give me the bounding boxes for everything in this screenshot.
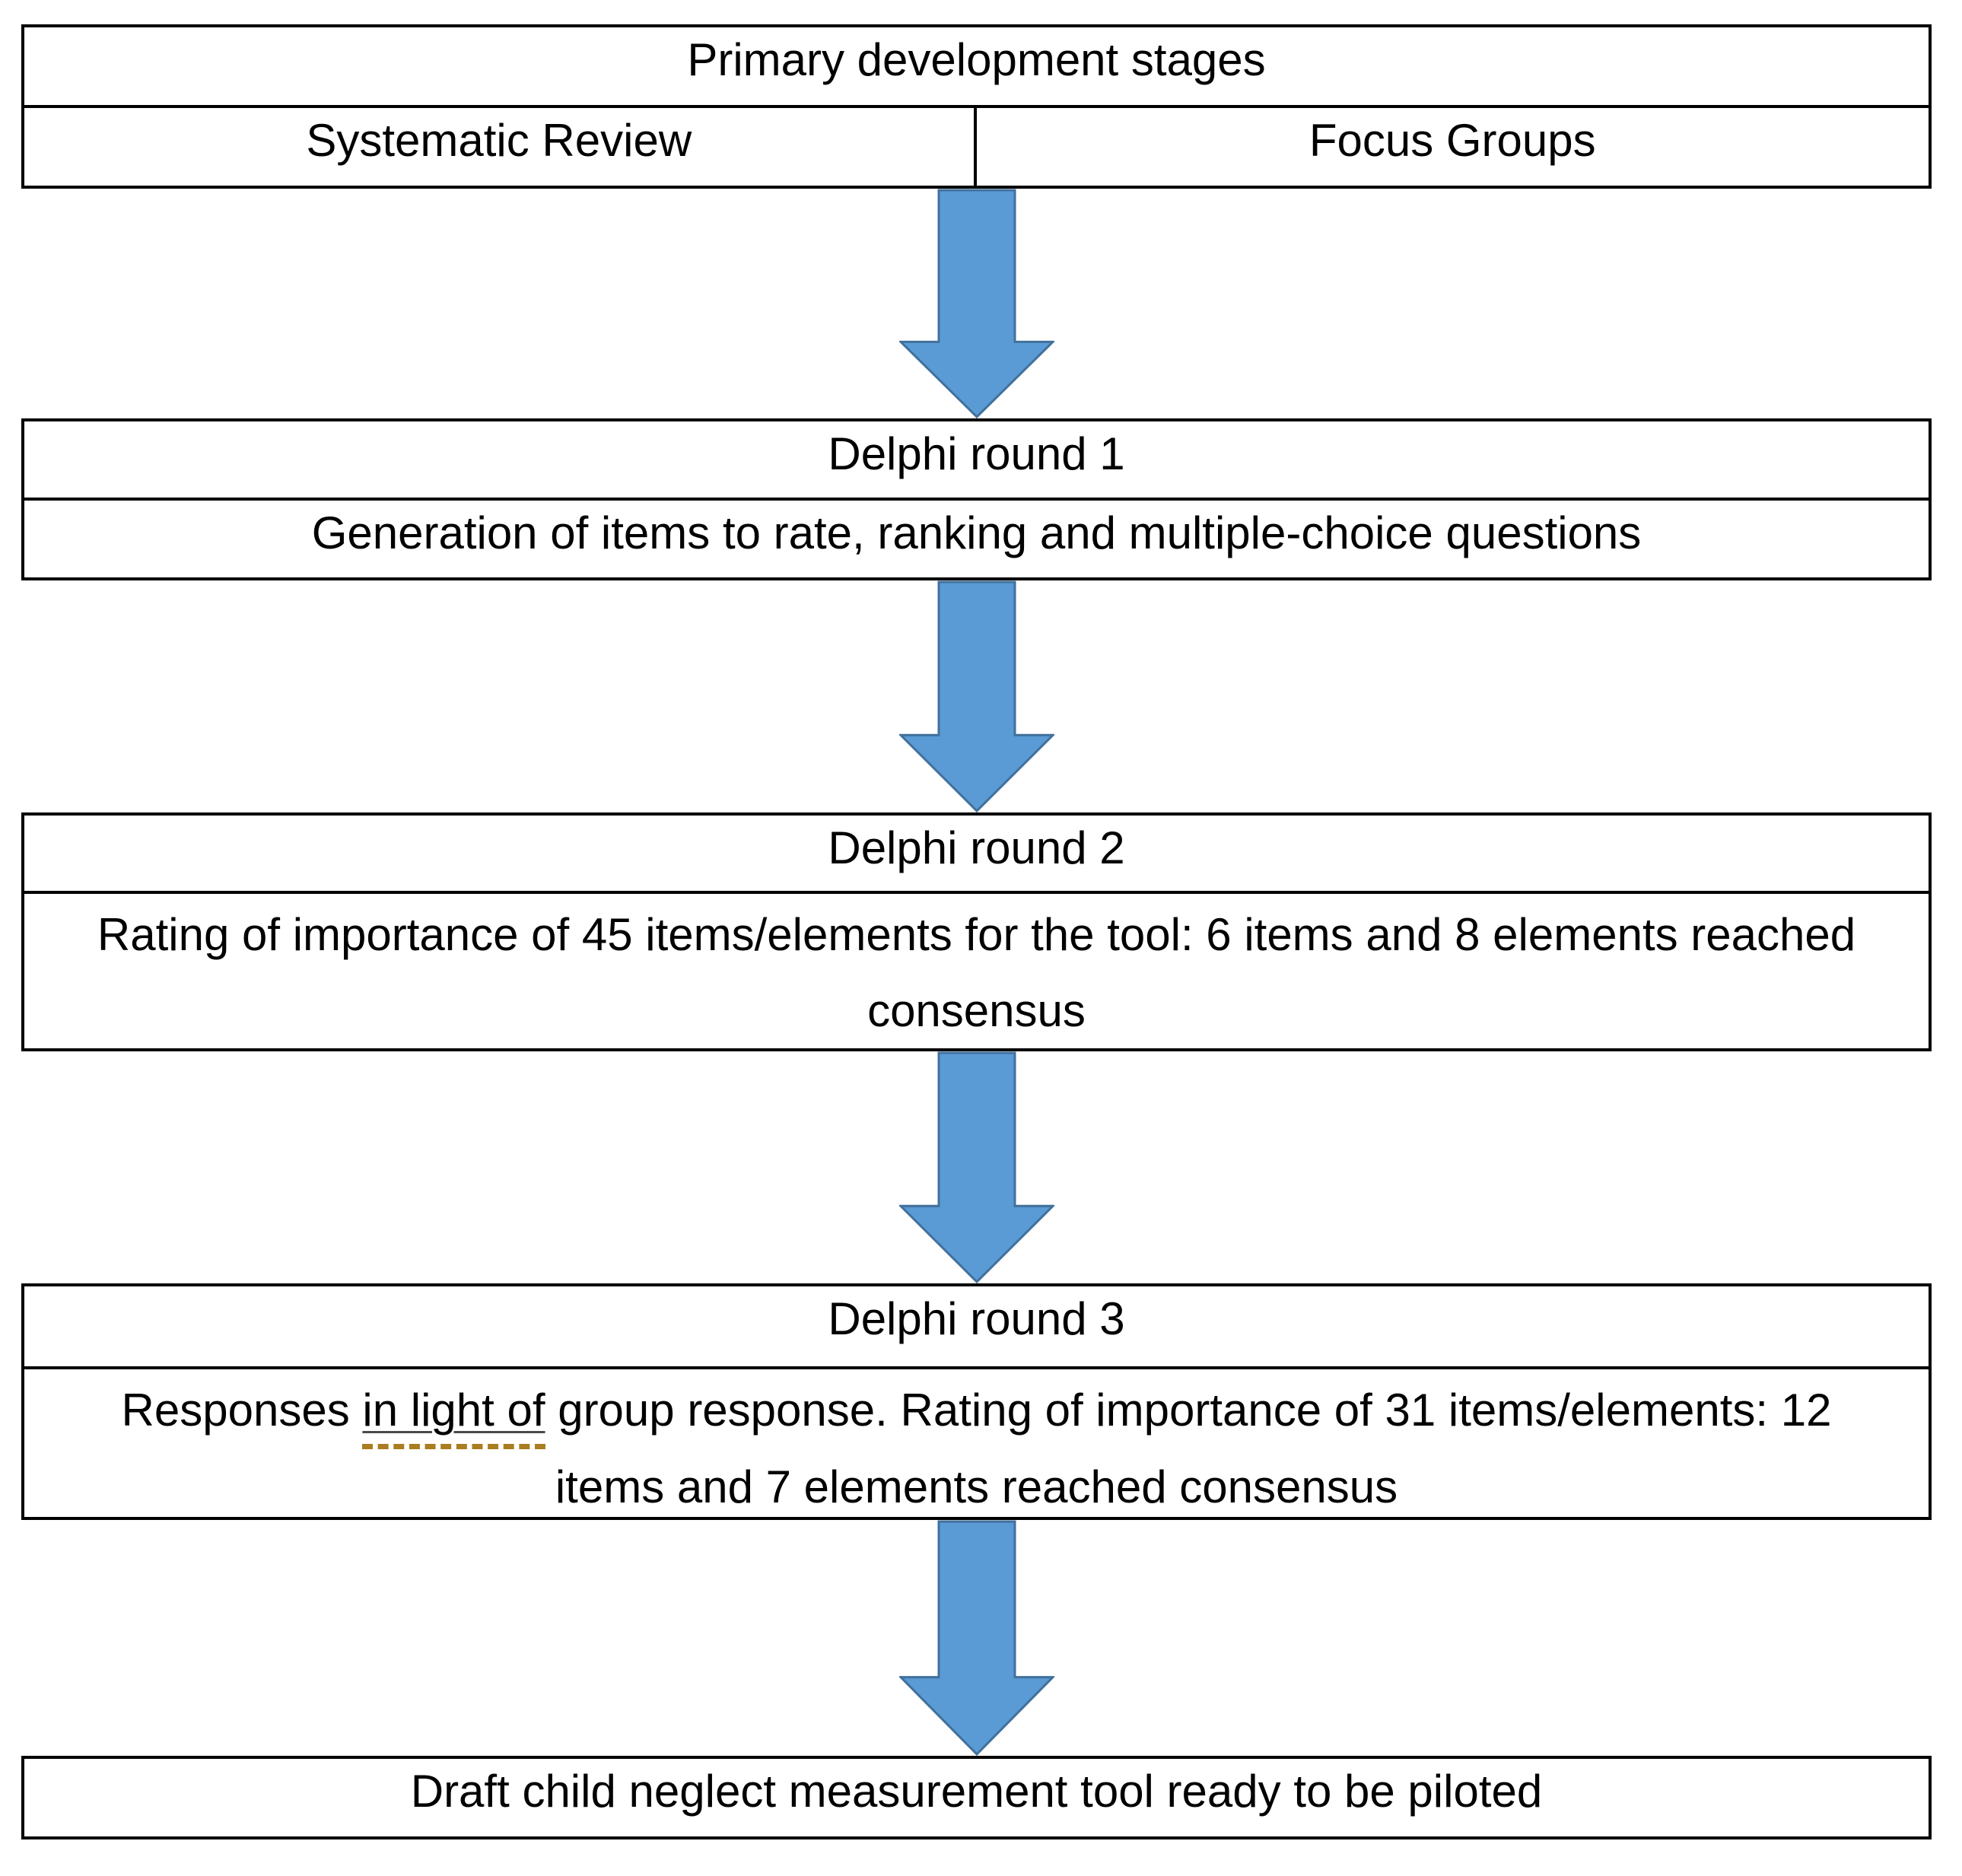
delphi-round-3-header-label: Delphi round 3 bbox=[828, 1293, 1125, 1344]
down-arrow-icon bbox=[898, 1520, 1054, 1756]
down-arrow-icon bbox=[898, 580, 1054, 812]
primary-stages-box: Primary development stages Systematic Re… bbox=[21, 24, 1932, 189]
grammar-underlined-phrase: in light of bbox=[362, 1384, 545, 1449]
delphi-round-2-header: Delphi round 2 bbox=[24, 816, 1929, 891]
delphi-round-2-body: Rating of importance of 45 items/element… bbox=[24, 891, 1929, 1048]
flowchart-stack: Primary development stages Systematic Re… bbox=[21, 0, 1932, 1839]
down-arrow-shape bbox=[898, 189, 1054, 418]
delphi-round-1-body-text: Generation of items to rate, ranking and… bbox=[311, 507, 1642, 558]
primary-stages-header-label: Primary development stages bbox=[687, 34, 1266, 85]
down-arrow-shape bbox=[898, 1051, 1054, 1283]
draft-tool-label: Draft child neglect measurement tool rea… bbox=[410, 1766, 1543, 1817]
primary-stages-header: Primary development stages bbox=[24, 27, 1929, 105]
focus-groups-cell: Focus Groups bbox=[977, 108, 1929, 186]
down-arrow-shape bbox=[898, 580, 1054, 812]
delphi-round-1-body: Generation of items to rate, ranking and… bbox=[24, 498, 1929, 577]
delphi-round-3-box: Delphi round 3 Responses in light of gro… bbox=[21, 1283, 1932, 1520]
systematic-review-cell: Systematic Review bbox=[24, 108, 977, 186]
delphi-round-3-header: Delphi round 3 bbox=[24, 1286, 1929, 1366]
delphi-round-2-box: Delphi round 2 Rating of importance of 4… bbox=[21, 812, 1932, 1051]
down-arrow-icon bbox=[898, 1051, 1054, 1283]
delphi-round-1-header: Delphi round 1 bbox=[24, 421, 1929, 498]
focus-groups-label: Focus Groups bbox=[1309, 115, 1596, 166]
delphi-round-3-body: Responses in light of group response. Ra… bbox=[24, 1366, 1929, 1517]
down-arrow-shape bbox=[898, 1520, 1054, 1756]
draft-tool-box: Draft child neglect measurement tool rea… bbox=[21, 1756, 1932, 1839]
body-text-prefix: Responses bbox=[121, 1385, 363, 1436]
delphi-round-1-box: Delphi round 1 Generation of items to ra… bbox=[21, 418, 1932, 580]
delphi-round-1-header-label: Delphi round 1 bbox=[828, 428, 1125, 479]
delphi-round-3-body-line-2: items and 7 elements reached consensus bbox=[555, 1461, 1398, 1512]
delphi-round-2-body-line-1: Rating of importance of 45 items/element… bbox=[97, 909, 1856, 960]
down-arrow-icon bbox=[898, 189, 1054, 418]
delphi-round-2-body-line-2: consensus bbox=[867, 985, 1086, 1036]
systematic-review-label: Systematic Review bbox=[306, 115, 692, 166]
draft-tool-row: Draft child neglect measurement tool rea… bbox=[24, 1759, 1929, 1836]
delphi-round-2-header-label: Delphi round 2 bbox=[828, 822, 1125, 873]
primary-stages-sources-row: Systematic Review Focus Groups bbox=[24, 105, 1929, 186]
body-text-suffix: group response. Rating of importance of … bbox=[545, 1385, 1832, 1436]
delphi-round-3-body-line-1: Responses in light of group response. Ra… bbox=[24, 1372, 1929, 1449]
